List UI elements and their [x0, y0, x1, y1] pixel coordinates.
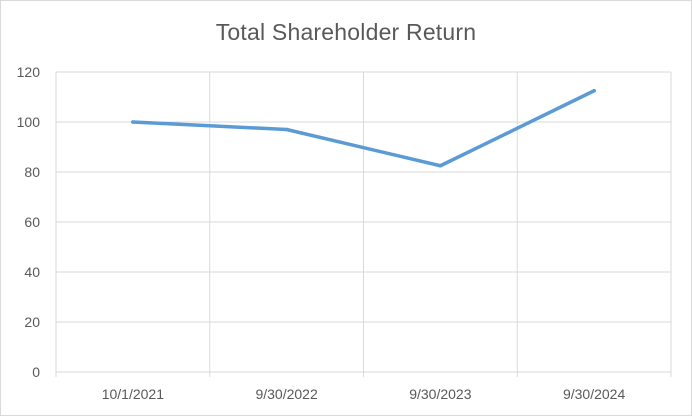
x-axis-ticks: 10/1/2021 9/30/2022 9/30/2023 9/30/2024	[102, 386, 626, 402]
grid-layer	[55, 71, 672, 377]
series-layer	[131, 88, 596, 168]
data-point	[131, 120, 135, 124]
y-tick-label: 40	[24, 264, 40, 280]
y-tick-label: 60	[24, 214, 40, 230]
y-tick-label: 100	[17, 114, 41, 130]
x-tick-label: 9/30/2022	[255, 386, 317, 402]
x-tick-label: 9/30/2024	[563, 386, 625, 402]
series-line	[131, 89, 596, 168]
data-point	[592, 88, 596, 93]
chart-title: Total Shareholder Return	[215, 19, 477, 45]
x-tick-label: 9/30/2023	[409, 386, 471, 402]
y-axis-ticks: 0 20 40 60 80 100 120	[17, 64, 41, 380]
y-tick-label: 0	[32, 364, 40, 380]
y-tick-label: 20	[24, 314, 40, 330]
y-tick-label: 80	[24, 164, 40, 180]
y-tick-label: 120	[17, 64, 41, 80]
x-tick-label: 10/1/2021	[102, 386, 164, 402]
data-point	[284, 127, 289, 132]
data-point	[438, 163, 443, 168]
